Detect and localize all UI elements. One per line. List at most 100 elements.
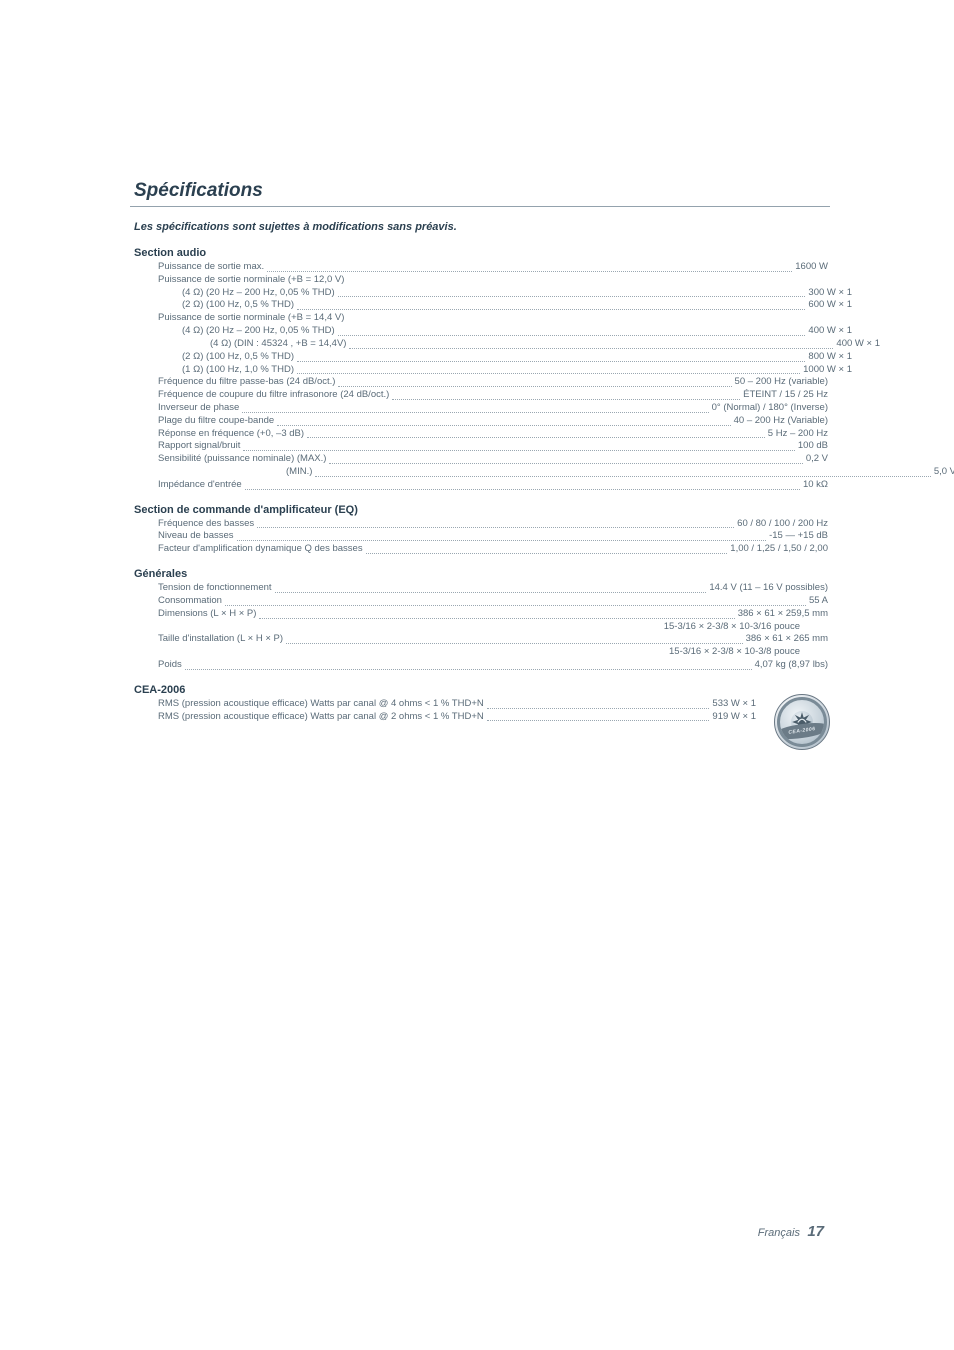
- leader-dots: [307, 437, 765, 438]
- spec-label: Inverseur de phase: [158, 402, 239, 415]
- leader-dots: [275, 592, 707, 593]
- section-heading-cea: CEA-2006: [134, 684, 824, 696]
- spec-row: Consommation 55 A: [130, 595, 828, 608]
- section-heading-audio: Section audio: [134, 247, 824, 259]
- spec-value: 400 W × 1: [836, 338, 880, 351]
- leader-dots: [286, 643, 743, 644]
- spec-row: Sensibilité (puissance nominale) (MAX.) 0…: [130, 453, 828, 466]
- spec-label: Consommation: [158, 595, 222, 608]
- spec-label: (MIN.): [286, 466, 312, 479]
- leader-dots: [297, 373, 800, 374]
- general-lines: Tension de fonctionnement 14.4 V (11 – 1…: [130, 582, 824, 672]
- spec-row: Réponse en fréquence (+0, –3 dB) 5 Hz – 2…: [130, 428, 828, 441]
- leader-dots: [349, 348, 833, 349]
- badge-band-label: CEA-2006: [777, 720, 827, 741]
- spec-row: Niveau de basses-15 — +15 dB: [130, 530, 828, 543]
- spec-label: (4 Ω) (20 Hz – 200 Hz, 0,05 % THD): [182, 325, 335, 338]
- spec-value-extra: 15-3/16 × 2-3/8 × 10-3/16 pouce: [130, 621, 800, 634]
- leader-dots: [259, 618, 734, 619]
- leader-dots: [297, 361, 805, 362]
- leader-dots: [225, 605, 806, 606]
- spec-value: -15 — +15 dB: [769, 530, 828, 543]
- leader-dots: [487, 708, 710, 709]
- spec-row: (1 Ω) (100 Hz, 1,0 % THD) 1000 W × 1: [130, 364, 852, 377]
- spec-value: 0° (Normal) / 180° (Inverse): [712, 402, 828, 415]
- leader-dots: [315, 476, 930, 477]
- spec-label: Taille d'installation (L × H × P): [158, 633, 283, 646]
- spec-row: Impédance d'entrée 10 kΩ: [130, 479, 828, 492]
- spec-label: Fréquence de coupure du filtre infrasono…: [158, 389, 389, 402]
- spec-row: Facteur d'amplification dynamique Q des …: [130, 543, 828, 556]
- spec-row: Fréquence du filtre passe-bas (24 dB/oct…: [130, 376, 828, 389]
- spec-label: Poids: [158, 659, 182, 672]
- spec-label: Rapport signal/bruit: [158, 440, 240, 453]
- spec-value: 1000 W × 1: [803, 364, 852, 377]
- spec-row: RMS (pression acoustique efficace) Watts…: [130, 711, 756, 724]
- spec-value: 0,2 V: [806, 453, 828, 466]
- spec-row: (4 Ω) (20 Hz – 200 Hz, 0,05 % THD) 400 W …: [130, 325, 852, 338]
- spec-label: Réponse en fréquence (+0, –3 dB): [158, 428, 304, 441]
- leader-dots: [487, 720, 710, 721]
- spec-row: Inverseur de phase 0° (Normal) / 180° (In…: [130, 402, 828, 415]
- audio-lines: Puissance de sortie max.1600 WPuissance …: [130, 261, 824, 492]
- spec-label: Puissance de sortie norminale (+B = 12,0…: [158, 274, 344, 287]
- spec-label: Impédance d'entrée: [158, 479, 242, 492]
- leader-dots: [242, 412, 708, 413]
- page-footer: Français 17: [758, 1223, 824, 1240]
- spec-row: Taille d'installation (L × H × P) 386 × …: [130, 633, 828, 646]
- leader-dots: [329, 463, 802, 464]
- cea-row: RMS (pression acoustique efficace) Watts…: [130, 698, 830, 750]
- cea-badge: CEA-2006: [774, 694, 830, 750]
- spec-value: 50 – 200 Hz (variable): [735, 376, 828, 389]
- spec-value: 533 W × 1: [712, 698, 756, 711]
- spec-value: 55 A: [809, 595, 828, 608]
- spec-row: Plage du filtre coupe-bande 40 – 200 Hz …: [130, 415, 828, 428]
- section-general: Générales Tension de fonctionnement 14.4…: [130, 568, 824, 672]
- spec-row: Puissance de sortie norminale (+B = 14,4…: [130, 312, 828, 325]
- leader-dots: [366, 553, 728, 554]
- spec-value: 60 / 80 / 100 / 200 Hz: [737, 518, 828, 531]
- spec-row: RMS (pression acoustique efficace) Watts…: [130, 698, 756, 711]
- spec-value: 10 kΩ: [803, 479, 828, 492]
- section-eq: Section de commande d'amplificateur (EQ)…: [130, 504, 824, 556]
- spec-label: (1 Ω) (100 Hz, 1,0 % THD): [182, 364, 294, 377]
- footer-page-number: 17: [807, 1223, 824, 1240]
- spec-value: 400 W × 1: [808, 325, 852, 338]
- spec-label: Sensibilité (puissance nominale) (MAX.): [158, 453, 326, 466]
- spec-value: 386 × 61 × 265 mm: [746, 633, 828, 646]
- spec-label: Facteur d'amplification dynamique Q des …: [158, 543, 363, 556]
- spec-value: 40 – 200 Hz (Variable): [734, 415, 828, 428]
- spec-value: 300 W × 1: [808, 287, 852, 300]
- spec-row: Fréquence de coupure du filtre infrasono…: [130, 389, 828, 402]
- spec-label: Puissance de sortie norminale (+B = 14,4…: [158, 312, 344, 325]
- spec-value-extra: 15-3/16 × 2-3/8 × 10-3/8 pouce: [130, 646, 800, 659]
- spec-label: Puissance de sortie max.: [158, 261, 264, 274]
- page: Spécifications Les spécifications sont s…: [0, 0, 954, 1350]
- spec-label: (4 Ω) (DIN : 45324 , +B = 14,4V): [210, 338, 346, 351]
- spec-row: Poids 4,07 kg (8,97 lbs): [130, 659, 828, 672]
- spec-label: Fréquence des basses: [158, 518, 254, 531]
- title-rule: [130, 206, 830, 207]
- spec-row: Puissance de sortie norminale (+B = 12,0…: [130, 274, 828, 287]
- badge-ridge: CEA-2006: [777, 697, 827, 747]
- spec-value: 5 Hz – 200 Hz: [768, 428, 828, 441]
- spec-row: (2 Ω) (100 Hz, 0,5 % THD)800 W × 1: [130, 351, 852, 364]
- spec-value: 4,07 kg (8,97 lbs): [755, 659, 828, 672]
- spec-row: (4 Ω) (20 Hz – 200 Hz, 0,05 % THD)300 W …: [130, 287, 852, 300]
- leader-dots: [237, 540, 767, 541]
- cea-badge-wrap: CEA-2006: [774, 692, 830, 750]
- section-cea: CEA-2006 RMS (pression acoustique effica…: [130, 684, 824, 750]
- spec-value: 14.4 V (11 – 16 V possibles): [709, 582, 828, 595]
- spec-value: 919 W × 1: [712, 711, 756, 724]
- spec-label: (2 Ω) (100 Hz, 0,5 % THD): [182, 351, 294, 364]
- spec-value: 5,0 V: [934, 466, 954, 479]
- leader-dots: [392, 399, 740, 400]
- section-audio: Section audio Puissance de sortie max.16…: [130, 247, 824, 492]
- section-heading-eq: Section de commande d'amplificateur (EQ): [134, 504, 824, 516]
- leader-dots: [245, 489, 800, 490]
- spec-row: Tension de fonctionnement 14.4 V (11 – 1…: [130, 582, 828, 595]
- spec-row: Rapport signal/bruit100 dB: [130, 440, 828, 453]
- spec-label: Tension de fonctionnement: [158, 582, 272, 595]
- spec-row: (4 Ω) (DIN : 45324 , +B = 14,4V) 400 W × …: [130, 338, 880, 351]
- spec-label: RMS (pression acoustique efficace) Watts…: [158, 698, 484, 711]
